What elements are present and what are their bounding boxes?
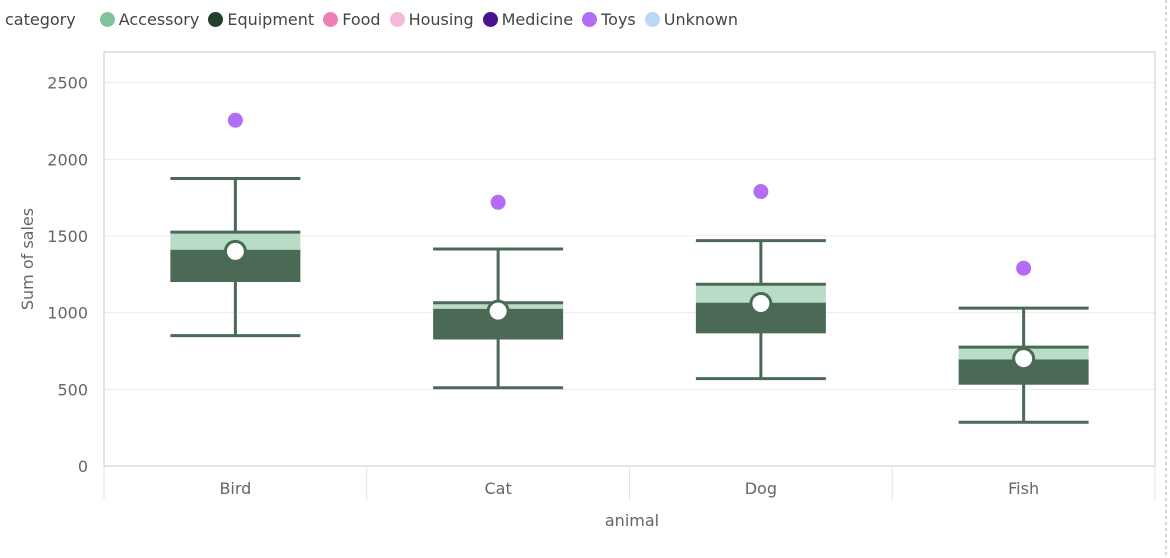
legend-title: category <box>5 9 76 29</box>
mean-marker-dog[interactable] <box>749 291 773 315</box>
legend-label-food: Food <box>342 9 381 29</box>
legend-dot-housing <box>389 11 405 27</box>
x-tick-label-bird: Bird <box>219 479 251 498</box>
outlier-point-cat-0[interactable] <box>490 194 506 210</box>
legend-item-food[interactable]: Food <box>323 9 381 29</box>
legend-item-unknown[interactable]: Unknown <box>644 9 739 29</box>
legend-label-equipment: Equipment <box>227 9 315 29</box>
legend-dot-equipment <box>208 11 224 27</box>
x-tick-label-cat: Cat <box>485 479 512 498</box>
outlier-point-dog-0[interactable] <box>753 184 769 200</box>
legend-item-toys[interactable]: Toys <box>582 10 636 29</box>
y-tick-label-2000: 2000 <box>47 150 88 169</box>
boxes-layer <box>170 112 1089 424</box>
x-axis-title: animal <box>605 511 659 530</box>
legend-dot-accessory <box>99 11 115 27</box>
y-tick-label-2500: 2500 <box>47 74 88 93</box>
box-bird[interactable] <box>170 112 301 338</box>
outlier-point-fish-0[interactable] <box>1016 260 1032 276</box>
x-tick-label-dog: Dog <box>745 479 777 498</box>
y-tick-label-500: 500 <box>57 380 88 399</box>
box-dog[interactable] <box>695 184 826 381</box>
x-axis-ticks: Bird Cat Dog Fish <box>103 466 1156 500</box>
legend: category Accessory Equipment Food Housin… <box>0 0 1160 38</box>
legend-dot-toys <box>582 11 598 27</box>
grid-layer <box>104 82 1155 390</box>
box-cat[interactable] <box>433 194 564 390</box>
legend-label-medicine: Medicine <box>501 9 574 29</box>
y-tick-label-0: 0 <box>78 457 88 476</box>
legend-label-accessory: Accessory <box>118 9 200 29</box>
legend-dot-unknown <box>644 11 660 27</box>
legend-item-equipment[interactable]: Equipment <box>208 10 314 29</box>
y-tick-label-1000: 1000 <box>47 304 88 323</box>
legend-dot-food <box>323 11 339 27</box>
outlier-point-bird-0[interactable] <box>227 112 243 128</box>
y-axis-ticks: 0 500 1000 1500 2000 2500 <box>47 74 88 476</box>
legend-label-housing: Housing <box>408 9 474 29</box>
mean-marker-cat[interactable] <box>486 299 510 323</box>
legend-label-toys: Toys <box>601 9 636 29</box>
y-tick-label-1500: 1500 <box>47 227 88 246</box>
y-axis-title: Sum of sales <box>18 208 37 310</box>
legend-dot-medicine <box>482 11 498 27</box>
mean-marker-fish[interactable] <box>1012 347 1036 371</box>
x-tick-label-fish: Fish <box>1008 479 1039 498</box>
box-fish[interactable] <box>958 260 1089 424</box>
legend-item-housing[interactable]: Housing <box>389 9 474 29</box>
legend-item-medicine[interactable]: Medicine <box>482 9 574 29</box>
mean-marker-bird[interactable] <box>223 239 247 263</box>
legend-item-accessory[interactable]: Accessory <box>99 9 200 29</box>
legend-label-unknown: Unknown <box>663 9 739 29</box>
